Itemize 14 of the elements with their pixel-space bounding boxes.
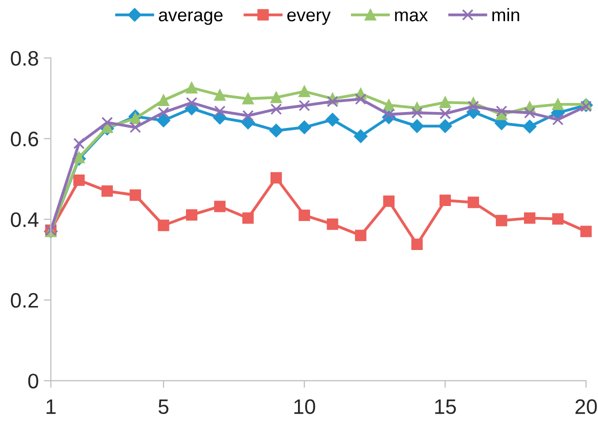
y-tick-label: 0.6 [10,132,38,146]
legend-label: max [395,11,428,22]
x-tick-label: 20 [576,399,597,414]
x-tick-label: 5 [158,400,168,414]
x-tick-label: 10 [294,399,316,414]
y-tick-label: 0 [28,374,38,388]
x-tick-label: 1 [46,400,56,414]
legend-label: every [287,11,331,25]
y-tick-label: 0.4 [10,212,38,228]
legend-label: average [158,11,223,25]
y-tick-label: 0.2 [10,293,38,308]
y-tick-label: 0.8 [10,50,38,66]
legend-label: min [492,8,520,22]
x-tick-label: 15 [435,400,456,414]
